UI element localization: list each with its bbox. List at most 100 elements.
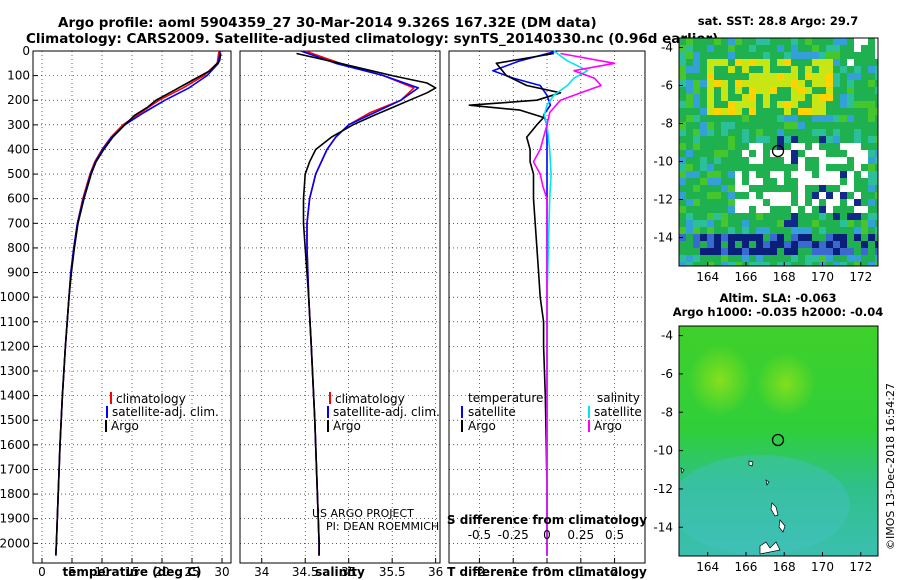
sst-cell: [707, 122, 714, 129]
sst-cell: [707, 220, 714, 227]
legend-title-temperature: temperature: [468, 391, 543, 405]
sst-cell: [819, 150, 826, 157]
sst-cell: [812, 52, 819, 59]
y-tick-label: 1000: [0, 290, 30, 304]
sst-cell: [777, 136, 784, 143]
temperature-x-label: temperature (deg C): [63, 565, 202, 579]
sst-cell: [749, 80, 756, 87]
sst-cell: [819, 80, 826, 87]
sst-cell: [693, 199, 700, 206]
sst-cell: [784, 59, 791, 66]
sst-cell: [826, 52, 833, 59]
sst-cell: [679, 178, 686, 185]
sst-cell: [721, 262, 728, 266]
sst-cell: [742, 136, 749, 143]
sst-cell: [791, 136, 798, 143]
y-tick-label: 100: [7, 69, 30, 83]
sst-cell: [826, 87, 833, 94]
sst-cell: [707, 45, 714, 52]
sst-cell: [819, 185, 826, 192]
sst-cell: [847, 101, 854, 108]
series-line-salinity-satellite: [543, 50, 589, 556]
sst-cell: [693, 227, 700, 234]
sst-heatmap: [679, 38, 878, 266]
sst-cell: [700, 108, 707, 115]
legend-label-temperature-satellite: satellite: [468, 405, 516, 419]
sst-cell: [749, 108, 756, 115]
sst-cell: [861, 227, 868, 234]
sst-cell: [679, 101, 686, 108]
sst-cell: [791, 150, 798, 157]
sst-cell: [819, 59, 826, 66]
sst-cell: [812, 255, 819, 262]
sst-cell: [756, 213, 763, 220]
sst-cell: [833, 248, 840, 255]
sst-cell: [861, 171, 868, 178]
sst-cell: [714, 178, 721, 185]
sst-cell: [868, 220, 875, 227]
sst-cell: [861, 38, 868, 45]
s-diff-tick-label: 0.5: [605, 528, 624, 542]
x-tick-label: 36: [428, 565, 443, 579]
s-diff-tick-label: 0: [543, 528, 551, 542]
sst-cell: [812, 80, 819, 87]
sst-cell: [770, 234, 777, 241]
sst-cell: [826, 255, 833, 262]
sst-cell: [833, 199, 840, 206]
sst-cell: [686, 213, 693, 220]
sst-cell: [861, 101, 868, 108]
salinity-panel: 34 34.5 35 35.5 36 salinity climatology sate…: [239, 50, 443, 579]
island-4: [778, 519, 786, 533]
difference-panel: -2 -1 0 1 2 -0.5 -0.25 0 0.25 0.5 S difference f…: [447, 50, 647, 579]
sst-cell: [868, 262, 875, 266]
sst-cell: [791, 45, 798, 52]
sst-cell: [777, 115, 784, 122]
sst-cell: [847, 220, 854, 227]
sst-cell: [714, 213, 721, 220]
t-difference-x-label: T difference from climatology: [447, 565, 647, 579]
sst-cell: [756, 150, 763, 157]
sst-cell: [693, 80, 700, 87]
x-tick-label: 34: [254, 565, 269, 579]
sst-cell: [728, 136, 735, 143]
sst-cell: [826, 115, 833, 122]
sst-cell: [714, 80, 721, 87]
sst-cell: [854, 101, 861, 108]
y-tick-label: 900: [7, 266, 30, 280]
sst-cell: [847, 248, 854, 255]
sst-cell: [784, 150, 791, 157]
sst-cell: [777, 150, 784, 157]
map-y-tick-label: -14: [653, 520, 673, 534]
sst-cell: [756, 87, 763, 94]
sst-cell: [693, 115, 700, 122]
x-tick-label: 1: [577, 565, 585, 579]
map-x-tick-label: 172: [849, 270, 872, 284]
sst-cell: [770, 171, 777, 178]
sst-cell: [700, 220, 707, 227]
sst-cell: [756, 136, 763, 143]
sst-cell: [742, 248, 749, 255]
x-tick-label: 34.5: [292, 565, 319, 579]
sst-cell: [714, 171, 721, 178]
sst-cell: [749, 59, 756, 66]
sst-cell: [735, 101, 742, 108]
sst-cell: [707, 59, 714, 66]
sst-cell: [840, 115, 847, 122]
sst-cell: [742, 255, 749, 262]
sst-cell: [742, 234, 749, 241]
x-tick-label: 25: [184, 565, 199, 579]
map-x-tick-label: 166: [735, 560, 758, 574]
sst-cell: [819, 108, 826, 115]
sst-cell: [875, 171, 878, 178]
map-x-tick-label: 168: [773, 270, 796, 284]
sst-cell: [847, 115, 854, 122]
x-tick-label: 35: [341, 565, 356, 579]
sst-cell: [854, 129, 861, 136]
sst-cell: [861, 248, 868, 255]
difference-legend: temperature satellite Argo salinity sate…: [461, 391, 642, 433]
x-tick-label: 0: [38, 565, 46, 579]
x-tick-label: 10: [94, 565, 109, 579]
sst-cell: [819, 178, 826, 185]
sst-cell: [805, 52, 812, 59]
sst-cell: [742, 59, 749, 66]
